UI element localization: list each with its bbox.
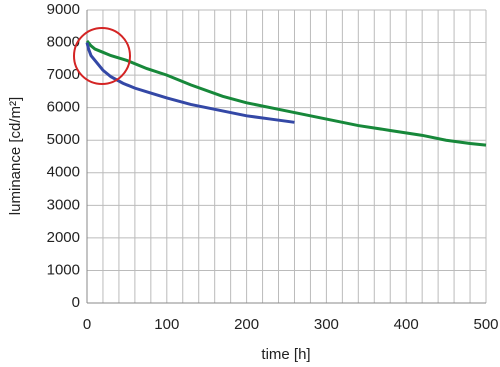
x-tick-label: 500	[473, 316, 498, 333]
x-tick-label: 0	[83, 316, 91, 333]
y-tick-label: 8000	[47, 34, 80, 51]
y-tick-label: 1000	[47, 261, 80, 278]
x-axis-label: time [h]	[261, 346, 310, 363]
data-line	[85, 42, 295, 124]
highlight-circle	[73, 27, 131, 85]
y-axis-label: luminance [cd/m²]	[7, 97, 24, 215]
x-tick-label: 300	[314, 316, 339, 333]
y-tick-label: 3000	[47, 196, 80, 213]
x-tick-label: 100	[154, 316, 179, 333]
y-tick-label: 7000	[47, 66, 80, 83]
data-line	[85, 39, 487, 147]
y-tick-label: 5000	[47, 131, 80, 148]
y-tick-label: 0	[72, 294, 80, 311]
x-tick-label: 200	[234, 316, 259, 333]
x-tick-label: 400	[394, 316, 419, 333]
y-tick-label: 6000	[47, 99, 80, 116]
y-tick-label: 9000	[47, 1, 80, 18]
y-tick-label: 4000	[47, 164, 80, 181]
y-tick-label: 2000	[47, 229, 80, 246]
